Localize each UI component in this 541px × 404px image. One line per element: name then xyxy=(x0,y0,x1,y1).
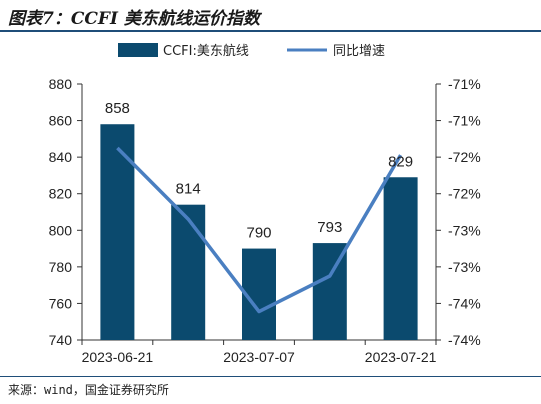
left-tick-label: 780 xyxy=(49,259,73,275)
title-divider xyxy=(0,30,541,32)
legend-label-bar: CCFI:美东航线 xyxy=(163,43,249,59)
right-tick-label: -72% xyxy=(448,186,481,202)
left-tick-label: 860 xyxy=(49,113,73,129)
footer-divider xyxy=(0,376,541,377)
bar-value-label: 790 xyxy=(246,225,271,242)
bar-value-label: 829 xyxy=(388,153,413,170)
x-tick-label: 2023-07-07 xyxy=(223,349,295,365)
legend-swatch-bar xyxy=(118,43,158,57)
right-tick-label: -71% xyxy=(448,76,481,92)
left-tick-label: 820 xyxy=(49,186,73,202)
bar-value-label: 793 xyxy=(317,219,342,236)
left-tick-label: 800 xyxy=(49,222,73,238)
right-tick-label: -73% xyxy=(448,259,481,275)
left-tick-label: 880 xyxy=(49,76,73,92)
data-labels: 858 814 790 793 829 xyxy=(105,100,413,241)
bar-value-label: 814 xyxy=(176,181,201,198)
right-tick-label: -74% xyxy=(448,332,481,348)
bar xyxy=(383,177,418,340)
line-series xyxy=(116,146,403,314)
left-tick-label: 840 xyxy=(49,149,73,165)
left-tick-label: 760 xyxy=(49,295,73,311)
bar xyxy=(171,204,206,340)
axes: 880 860 840 820 800 780 760 740 -71% -71% -72% -72%… xyxy=(49,76,481,365)
right-tick-label: -74% xyxy=(448,295,481,311)
yoy-line xyxy=(116,146,403,314)
bar xyxy=(100,124,135,340)
legend: CCFI:美东航线 同比增速 xyxy=(118,43,385,59)
bars xyxy=(100,124,418,340)
source-note: 来源：wind，国金证券研究所 xyxy=(8,383,169,397)
right-tick-label: -72% xyxy=(448,149,481,165)
x-tick-label: 2023-07-21 xyxy=(365,349,437,365)
chart-title: 图表7：CCFI 美东航线运价指数 xyxy=(8,9,260,29)
right-tick-label: -71% xyxy=(448,113,481,129)
right-tick-label: -73% xyxy=(448,222,481,238)
bar-value-label: 858 xyxy=(105,100,130,117)
left-tick-label: 740 xyxy=(49,332,73,348)
legend-label-line: 同比增速 xyxy=(333,44,385,59)
x-tick-label: 2023-06-21 xyxy=(82,349,154,365)
